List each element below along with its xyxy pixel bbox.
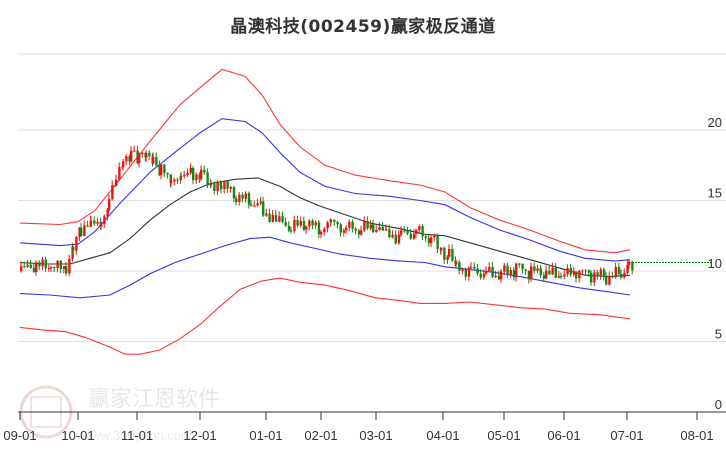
x-tick-label: 11-01 <box>121 428 153 443</box>
watermark-text: 赢家江恩软件 <box>88 387 220 412</box>
y-tick-label: 0 <box>715 397 722 412</box>
watermark-url: www.360gann.com <box>81 428 192 443</box>
x-tick-label: 09-01 <box>3 428 36 443</box>
x-tick-label: 08-01 <box>680 428 713 443</box>
upper_outer_band-line <box>19 68 631 254</box>
x-tick-label: 03-01 <box>359 428 392 443</box>
lower_inner_band-line <box>19 236 631 299</box>
candlesticks <box>20 145 634 286</box>
y-axis: 0 5 10 15 20 <box>708 115 722 412</box>
x-axis: 09-01 10-01 11-01 12-01 01-01 02-01 03-01 04-01… <box>3 411 726 443</box>
lower_outer_band-line <box>19 277 631 355</box>
y-tick-label: 5 <box>715 327 722 342</box>
y-tick-label: 10 <box>708 256 722 271</box>
x-tick-label: 06-01 <box>547 428 580 443</box>
x-tick-label: 07-01 <box>610 428 643 443</box>
chart-title: 晶澳科技(002459)赢家极反通道 <box>230 17 496 37</box>
x-tick-label: 12-01 <box>183 428 216 443</box>
x-tick-label: 10-01 <box>61 428 94 443</box>
channel-lines <box>19 68 631 355</box>
x-tick-label: 01-01 <box>249 428 282 443</box>
y-tick-label: 20 <box>708 115 722 130</box>
y-tick-label: 15 <box>708 186 722 201</box>
middle_line-line <box>19 177 631 278</box>
gridlines <box>18 53 726 342</box>
x-tick-label: 05-01 <box>487 428 520 443</box>
x-tick-label: 04-01 <box>426 428 459 443</box>
upper_inner_band-line <box>19 118 631 262</box>
x-tick-label: 02-01 <box>304 428 337 443</box>
